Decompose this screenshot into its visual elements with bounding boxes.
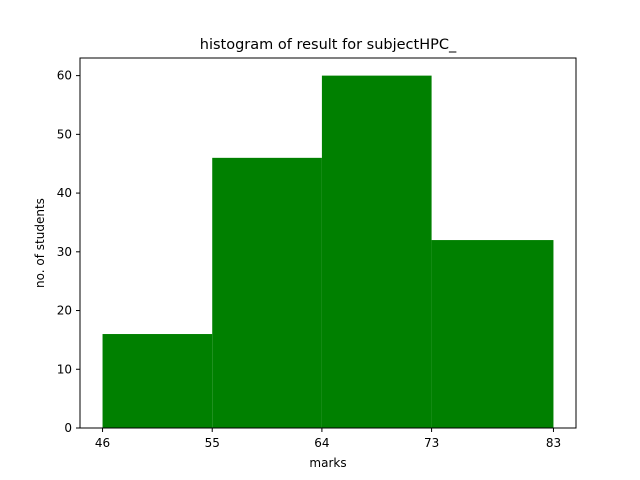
y-tick-label: 50 (57, 127, 72, 141)
chart-title: histogram of result for subjectHPC_ (200, 37, 457, 53)
y-tick-label: 30 (57, 245, 72, 259)
plot-frame (79, 57, 577, 429)
y-tick-label: 10 (57, 362, 72, 376)
x-tick-label: 46 (95, 436, 110, 450)
x-axis-ticks: 46 55 64 73 83 (95, 428, 561, 450)
y-tick-label: 20 (57, 304, 72, 318)
y-axis-label: no. of students (33, 198, 47, 288)
y-axis-ticks: 0 10 20 30 40 50 60 (57, 69, 80, 435)
x-tick-label: 64 (314, 436, 329, 450)
x-tick-label: 73 (424, 436, 439, 450)
histogram-bar (321, 75, 432, 428)
histogram-bar (431, 240, 554, 428)
y-tick-label: 0 (64, 421, 72, 435)
bars-group (102, 75, 554, 429)
x-axis-label: marks (309, 456, 346, 470)
y-tick-label: 40 (57, 186, 72, 200)
y-tick-label: 60 (57, 69, 72, 83)
histogram-bar (212, 157, 322, 429)
histogram-bar (102, 334, 213, 428)
x-tick-label: 83 (546, 436, 561, 450)
x-tick-label: 55 (205, 436, 220, 450)
